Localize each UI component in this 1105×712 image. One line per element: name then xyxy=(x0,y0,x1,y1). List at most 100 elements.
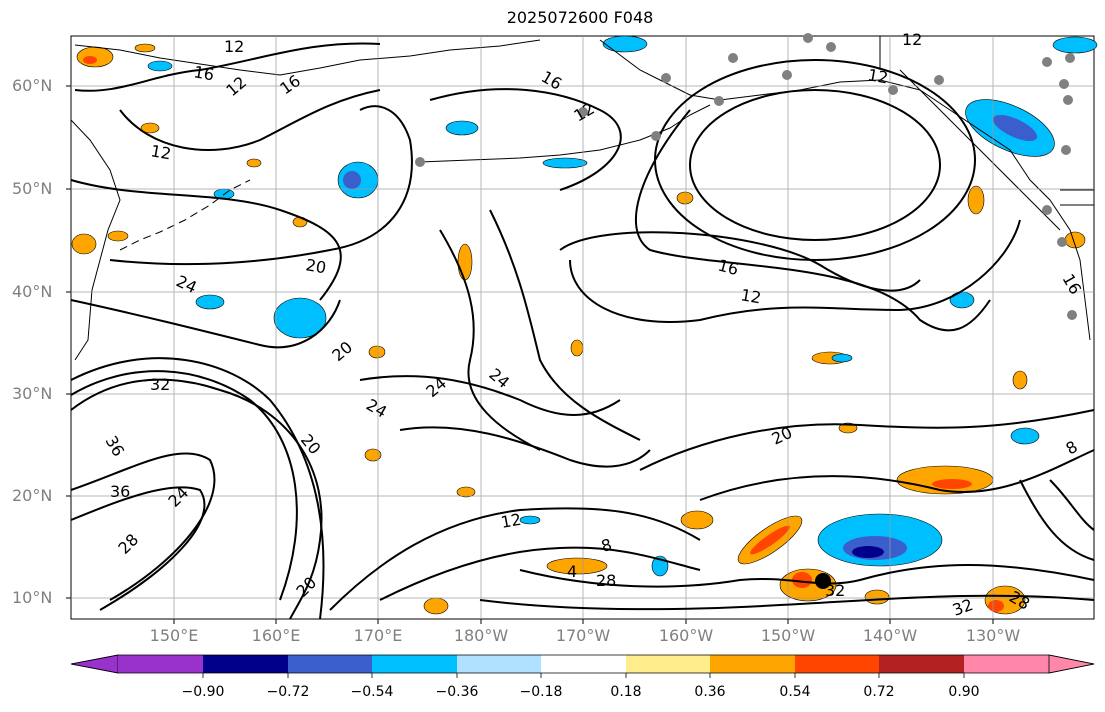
shade-neg xyxy=(602,35,648,53)
contour-label: 12 xyxy=(224,37,244,56)
lat-label: 50°N xyxy=(12,179,53,198)
shade-pos xyxy=(1012,370,1028,390)
contour-label: 12 xyxy=(739,285,762,307)
contour-line xyxy=(689,89,941,241)
lon-label: 160°E xyxy=(251,626,301,645)
map-title: 2025072600 F048 xyxy=(506,8,654,27)
lon-label: 160°W xyxy=(658,626,714,645)
station-dot xyxy=(1063,95,1073,105)
coastlines xyxy=(70,36,1094,361)
contour-line xyxy=(70,179,342,301)
station-dot xyxy=(782,70,792,80)
contour-line xyxy=(429,88,622,191)
shade-neg xyxy=(542,157,588,169)
shade-neg xyxy=(519,515,541,525)
contour-label: 20 xyxy=(304,255,327,277)
contour-label: 36 xyxy=(110,482,130,501)
colorbar-bin xyxy=(626,655,710,673)
contour-line xyxy=(70,299,341,349)
colorbar-bin xyxy=(372,655,457,673)
shade-pos xyxy=(368,345,386,359)
colorbar-label: −0.72 xyxy=(266,684,310,700)
shade-pos xyxy=(246,158,262,168)
station-dot xyxy=(934,75,944,85)
contour-label: 12 xyxy=(902,30,922,49)
colorbar-label: 0.36 xyxy=(694,684,726,700)
shade-neg xyxy=(1010,427,1040,445)
shade-pos xyxy=(570,339,584,357)
contour-label: 12 xyxy=(499,510,522,532)
colorbar-label: −0.18 xyxy=(519,684,563,700)
contour-line xyxy=(519,564,1095,588)
shade-pos xyxy=(546,557,608,575)
contour-line xyxy=(70,357,325,620)
coastline-siberia xyxy=(74,39,541,76)
shade-pos-strong xyxy=(988,600,1004,612)
colorbar-bin xyxy=(964,655,1049,673)
colorbar-label: 0.90 xyxy=(948,684,980,700)
colorbar-bin xyxy=(795,655,879,673)
shade-pos xyxy=(864,589,890,605)
contour-line xyxy=(699,449,1095,501)
station-dot xyxy=(803,33,813,43)
shade-pos xyxy=(107,230,129,242)
station-dot xyxy=(1057,237,1067,247)
shade-pos-strong xyxy=(83,56,97,64)
lon-label: 180°W xyxy=(453,626,509,645)
colorbar xyxy=(70,654,1095,678)
shade-pos xyxy=(140,122,160,134)
contour-line xyxy=(639,409,1095,471)
colorbar-label: 0.54 xyxy=(779,684,811,700)
shade-neg xyxy=(273,297,327,339)
contour-line xyxy=(635,109,991,332)
coastline-kurils xyxy=(119,179,251,251)
axis-ticks xyxy=(66,85,994,624)
lat-label: 20°N xyxy=(12,486,53,505)
colorbar-bin xyxy=(118,655,203,673)
colorbar-extend-high xyxy=(1048,654,1095,674)
colorbar-bin xyxy=(288,655,372,673)
contour-line xyxy=(1049,479,1095,531)
station-dot xyxy=(714,96,724,106)
colorbar-label: −0.36 xyxy=(435,684,479,700)
colorbar-label: 0.18 xyxy=(610,684,642,700)
shade-neg xyxy=(831,353,853,363)
shade-neg-strong xyxy=(992,114,1038,142)
storm-center-marker xyxy=(815,573,831,589)
lat-label: 40°N xyxy=(12,282,53,301)
shade-pos xyxy=(457,243,473,281)
contour-line xyxy=(479,594,1095,611)
station-dot xyxy=(1042,57,1052,67)
contour-label: 16 xyxy=(716,256,741,280)
station-dot xyxy=(1059,79,1069,89)
colorbar-bin xyxy=(710,655,795,673)
station-dot xyxy=(888,85,898,95)
colorbar-label: −0.54 xyxy=(350,684,394,700)
contour-line xyxy=(109,105,413,266)
colorbar-label: 0.72 xyxy=(863,684,895,700)
contour-label: 16 xyxy=(192,62,215,84)
station-dot xyxy=(661,73,671,83)
shade-pos xyxy=(134,43,156,53)
colorbar-bin xyxy=(541,655,626,673)
coastline-bc xyxy=(899,69,1061,231)
colorbar-bin xyxy=(457,655,541,673)
shade-neg-extreme xyxy=(852,546,884,558)
contour-line xyxy=(439,229,541,451)
lon-label: 170°W xyxy=(555,626,611,645)
shade-pos xyxy=(76,46,114,68)
contour-line xyxy=(1019,479,1095,561)
shade-pos xyxy=(456,486,476,498)
shade-neg xyxy=(445,120,479,136)
lon-label: 150°E xyxy=(149,626,199,645)
contour-label: 28 xyxy=(596,571,616,590)
contour-line xyxy=(70,378,323,620)
lat-label: 10°N xyxy=(12,588,53,607)
colorbar-bin xyxy=(879,655,964,673)
station-dot xyxy=(1042,205,1052,215)
contour-line xyxy=(489,209,641,441)
contour-label: 12 xyxy=(149,141,172,163)
lon-label: 150°W xyxy=(760,626,816,645)
lat-label: 30°N xyxy=(12,384,53,403)
